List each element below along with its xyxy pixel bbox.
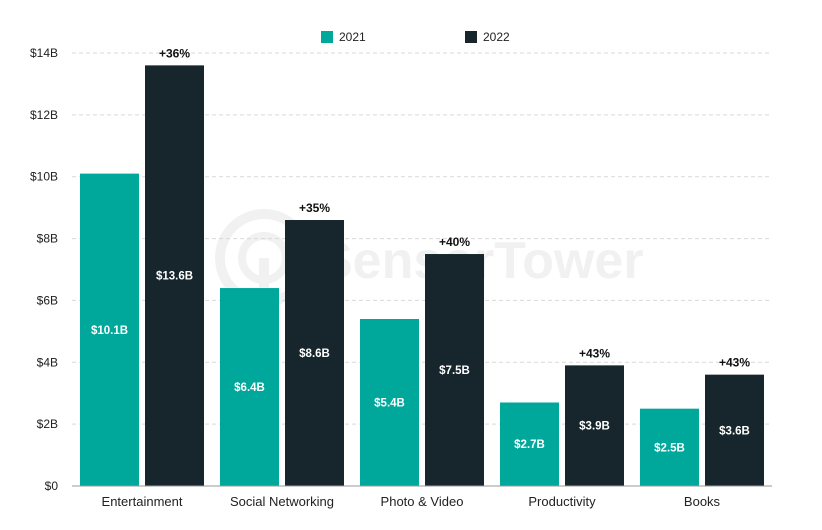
bar-2022: [565, 365, 624, 486]
bar-2022: [285, 220, 344, 486]
bar-2021-value-label: $6.4B: [234, 382, 265, 394]
bar-2022-value-label: $7.5B: [439, 365, 470, 377]
x-axis: Entertainment Social Networking Photo & Vi…: [72, 485, 772, 509]
bar-2022-value-label: $8.6B: [299, 348, 330, 360]
bar-2021-value-label: $5.4B: [374, 397, 405, 409]
legend-label-2022: 2022: [483, 30, 510, 44]
y-tick-label: $6B: [37, 293, 58, 307]
bar-2021: [640, 408, 699, 486]
y-tick-label: $4B: [37, 355, 58, 369]
y-tick-label: $14B: [30, 46, 58, 60]
bar-2021: [500, 402, 559, 486]
bar-2021: [220, 288, 279, 486]
legend-label-2021: 2021: [339, 30, 366, 44]
y-tick-label: $2B: [37, 417, 58, 431]
x-tick-label: Books: [684, 494, 721, 509]
y-tick-label: $8B: [37, 232, 58, 246]
bar-2021-value-label: $2.5B: [654, 442, 685, 454]
x-tick-label: Photo & Video: [381, 494, 464, 509]
legend-swatch-2022: [465, 31, 477, 43]
growth-label: +35%: [299, 201, 330, 215]
bar-2022: [425, 254, 484, 486]
y-tick-label: $0: [45, 479, 59, 493]
bar-2022: [145, 65, 204, 486]
x-tick-label: Entertainment: [102, 494, 183, 509]
growth-label: +36%: [159, 46, 190, 60]
growth-label: +43%: [579, 346, 610, 360]
bar-2022: [705, 374, 764, 486]
bar-2021-value-label: $2.7B: [514, 439, 545, 451]
bar-2022-value-label: $13.6B: [156, 271, 193, 283]
y-axis: $0 $2B $4B $6B $8B $10B $12B $14B: [30, 46, 58, 493]
x-tick-label: Social Networking: [230, 494, 334, 509]
bar-2022-value-label: $3.9B: [579, 421, 610, 433]
bar-2022-value-label: $3.6B: [719, 425, 750, 437]
legend: 2021 2022: [321, 30, 510, 44]
growth-label: +43%: [719, 356, 750, 370]
bars: $10.1B $13.6B +36% $6.4B $8.6B +35% $5.4B $7.5B…: [80, 46, 764, 486]
y-tick-label: $10B: [30, 170, 58, 184]
legend-swatch-2021: [321, 31, 333, 43]
x-tick-label: Productivity: [528, 494, 596, 509]
bar-2021-value-label: $10.1B: [91, 325, 128, 337]
growth-label: +40%: [439, 235, 470, 249]
y-tick-label: $12B: [30, 108, 58, 122]
bar-2021: [80, 173, 139, 486]
bar-2021: [360, 318, 419, 486]
